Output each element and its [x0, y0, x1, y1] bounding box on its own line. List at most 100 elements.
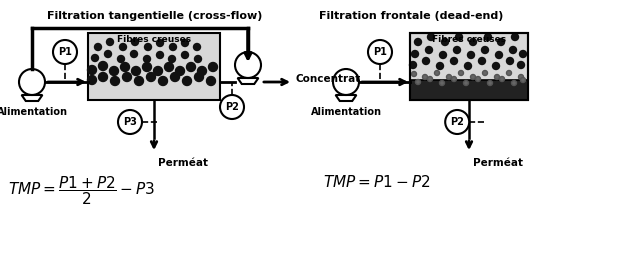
- Text: Alimentation: Alimentation: [310, 107, 381, 117]
- Circle shape: [91, 55, 98, 61]
- Circle shape: [411, 51, 419, 57]
- Circle shape: [458, 71, 463, 75]
- Circle shape: [423, 57, 429, 65]
- Circle shape: [481, 46, 488, 54]
- Circle shape: [145, 43, 151, 51]
- Circle shape: [518, 74, 523, 80]
- Circle shape: [143, 62, 151, 71]
- Circle shape: [95, 43, 101, 51]
- Circle shape: [105, 51, 111, 57]
- Circle shape: [411, 71, 416, 76]
- Circle shape: [143, 56, 150, 62]
- Circle shape: [168, 56, 175, 62]
- Circle shape: [456, 34, 463, 40]
- Circle shape: [451, 76, 456, 82]
- Circle shape: [193, 43, 200, 51]
- Circle shape: [439, 81, 444, 86]
- Text: Filtration frontale (dead-end): Filtration frontale (dead-end): [319, 11, 503, 21]
- Circle shape: [476, 76, 481, 82]
- Circle shape: [156, 52, 163, 58]
- Circle shape: [220, 95, 244, 119]
- Circle shape: [53, 40, 77, 64]
- Circle shape: [120, 62, 130, 71]
- Circle shape: [170, 72, 180, 82]
- Circle shape: [468, 52, 475, 58]
- Circle shape: [98, 61, 108, 71]
- Circle shape: [131, 67, 140, 75]
- Circle shape: [498, 39, 505, 45]
- Text: P2: P2: [450, 117, 464, 127]
- Text: P3: P3: [123, 117, 137, 127]
- Circle shape: [471, 74, 476, 80]
- Text: Alimentation: Alimentation: [0, 107, 68, 117]
- Circle shape: [183, 76, 192, 86]
- Circle shape: [110, 67, 118, 75]
- Circle shape: [518, 61, 525, 69]
- Circle shape: [158, 76, 168, 86]
- Circle shape: [368, 40, 392, 64]
- Circle shape: [470, 39, 476, 45]
- Circle shape: [131, 39, 138, 45]
- Circle shape: [445, 110, 470, 134]
- Circle shape: [506, 71, 511, 75]
- Circle shape: [520, 51, 526, 57]
- Text: P1: P1: [58, 47, 72, 57]
- Circle shape: [439, 52, 446, 58]
- Circle shape: [182, 40, 188, 46]
- Circle shape: [426, 46, 433, 54]
- Circle shape: [111, 76, 120, 86]
- Text: $TMP = \dfrac{P1 + P2}{2} - P3$: $TMP = \dfrac{P1 + P2}{2} - P3$: [8, 174, 155, 207]
- Circle shape: [106, 39, 113, 45]
- Circle shape: [146, 72, 155, 82]
- Text: P2: P2: [225, 102, 239, 112]
- Circle shape: [414, 39, 421, 45]
- Circle shape: [187, 62, 195, 71]
- Text: P1: P1: [373, 47, 387, 57]
- Circle shape: [182, 52, 188, 58]
- Circle shape: [118, 110, 142, 134]
- Circle shape: [135, 76, 143, 86]
- Circle shape: [416, 80, 421, 85]
- Circle shape: [451, 57, 458, 65]
- Bar: [410, 33, 528, 100]
- Circle shape: [123, 72, 131, 82]
- Circle shape: [88, 75, 96, 85]
- Circle shape: [493, 62, 500, 70]
- Text: Fibres creuses: Fibres creuses: [432, 35, 506, 44]
- Text: Perméat: Perméat: [473, 158, 523, 168]
- Circle shape: [208, 62, 217, 71]
- Bar: [410, 80, 528, 100]
- Circle shape: [98, 72, 108, 82]
- Circle shape: [428, 34, 434, 40]
- Circle shape: [520, 77, 525, 83]
- Circle shape: [500, 76, 505, 82]
- Circle shape: [423, 74, 428, 80]
- Circle shape: [495, 74, 500, 80]
- Circle shape: [118, 56, 125, 62]
- Text: Perméat: Perméat: [158, 158, 208, 168]
- Circle shape: [488, 81, 493, 86]
- Circle shape: [195, 72, 203, 82]
- Circle shape: [428, 76, 433, 82]
- Text: Filtration tangentielle (cross-flow): Filtration tangentielle (cross-flow): [48, 11, 263, 21]
- Text: Fibres creuses: Fibres creuses: [117, 35, 191, 44]
- Circle shape: [464, 62, 471, 70]
- Circle shape: [165, 62, 173, 71]
- Circle shape: [156, 40, 163, 46]
- Circle shape: [510, 46, 516, 54]
- Circle shape: [511, 34, 518, 40]
- Circle shape: [120, 43, 126, 51]
- Bar: [88, 33, 220, 100]
- Circle shape: [153, 67, 163, 75]
- Circle shape: [511, 81, 516, 86]
- Circle shape: [463, 81, 468, 86]
- Circle shape: [441, 39, 448, 45]
- Circle shape: [170, 43, 177, 51]
- Circle shape: [207, 76, 215, 86]
- Text: $TMP = P1 - P2$: $TMP = P1 - P2$: [323, 174, 430, 190]
- Circle shape: [483, 71, 488, 75]
- Circle shape: [496, 52, 503, 58]
- Text: Concentrat: Concentrat: [295, 74, 360, 84]
- Circle shape: [485, 34, 491, 40]
- Circle shape: [130, 51, 138, 57]
